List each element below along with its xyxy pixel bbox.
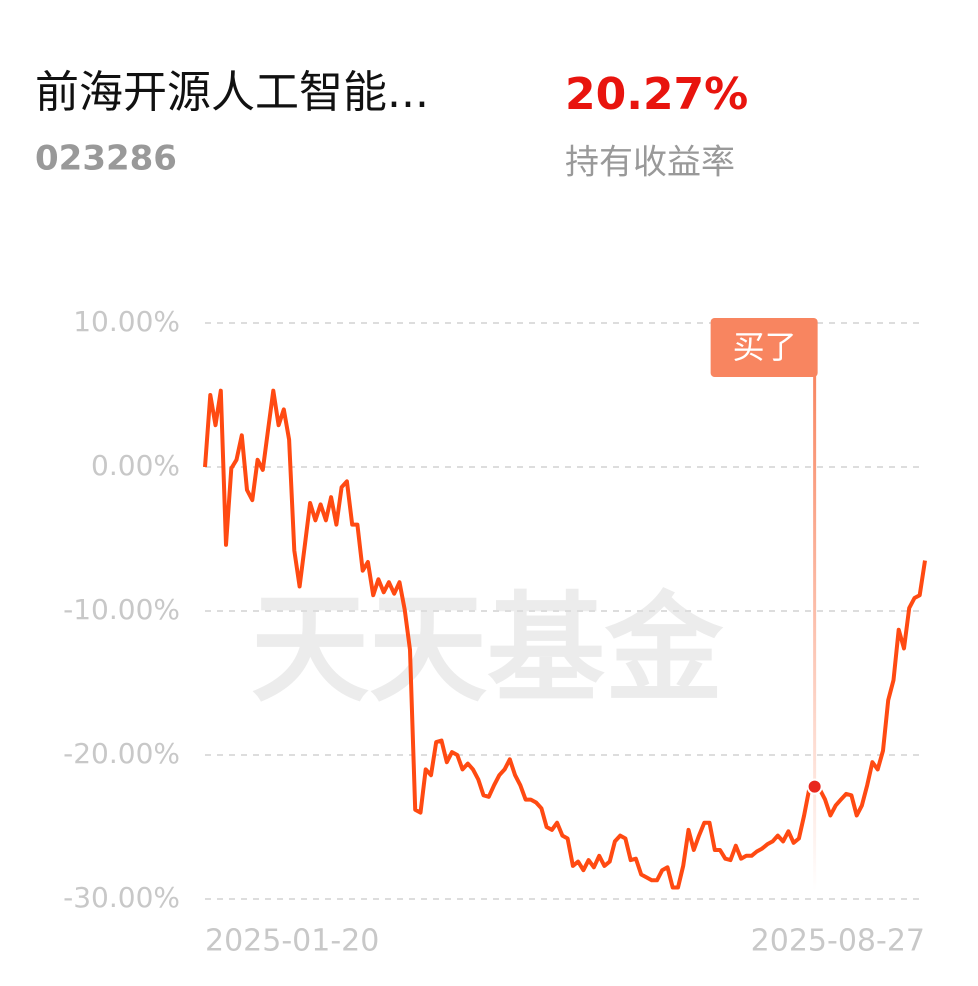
buy-point: [806, 778, 823, 795]
x-tick-label: 2025-01-20: [205, 924, 379, 959]
return-value: 20.27%: [565, 69, 748, 120]
y-tick-label: 0.00%: [91, 449, 180, 482]
x-tick-label: 2025-08-27: [751, 924, 925, 959]
line: [203, 388, 927, 890]
buy-badge: [710, 318, 818, 377]
buy-line: [813, 370, 817, 891]
y-tick-label: -20.00%: [63, 737, 180, 770]
fund-code: 023286: [35, 139, 177, 179]
y-tick-label: 10.00%: [73, 305, 180, 338]
watermark: 天天基金: [251, 580, 724, 718]
fund-name: 前海开源人工智能...: [35, 67, 429, 118]
y-tick-label: -10.00%: [63, 593, 180, 626]
buy-label: 买了: [733, 328, 797, 366]
y-tick-label: -30.00%: [63, 881, 180, 914]
return-label: 持有收益率: [565, 143, 735, 183]
